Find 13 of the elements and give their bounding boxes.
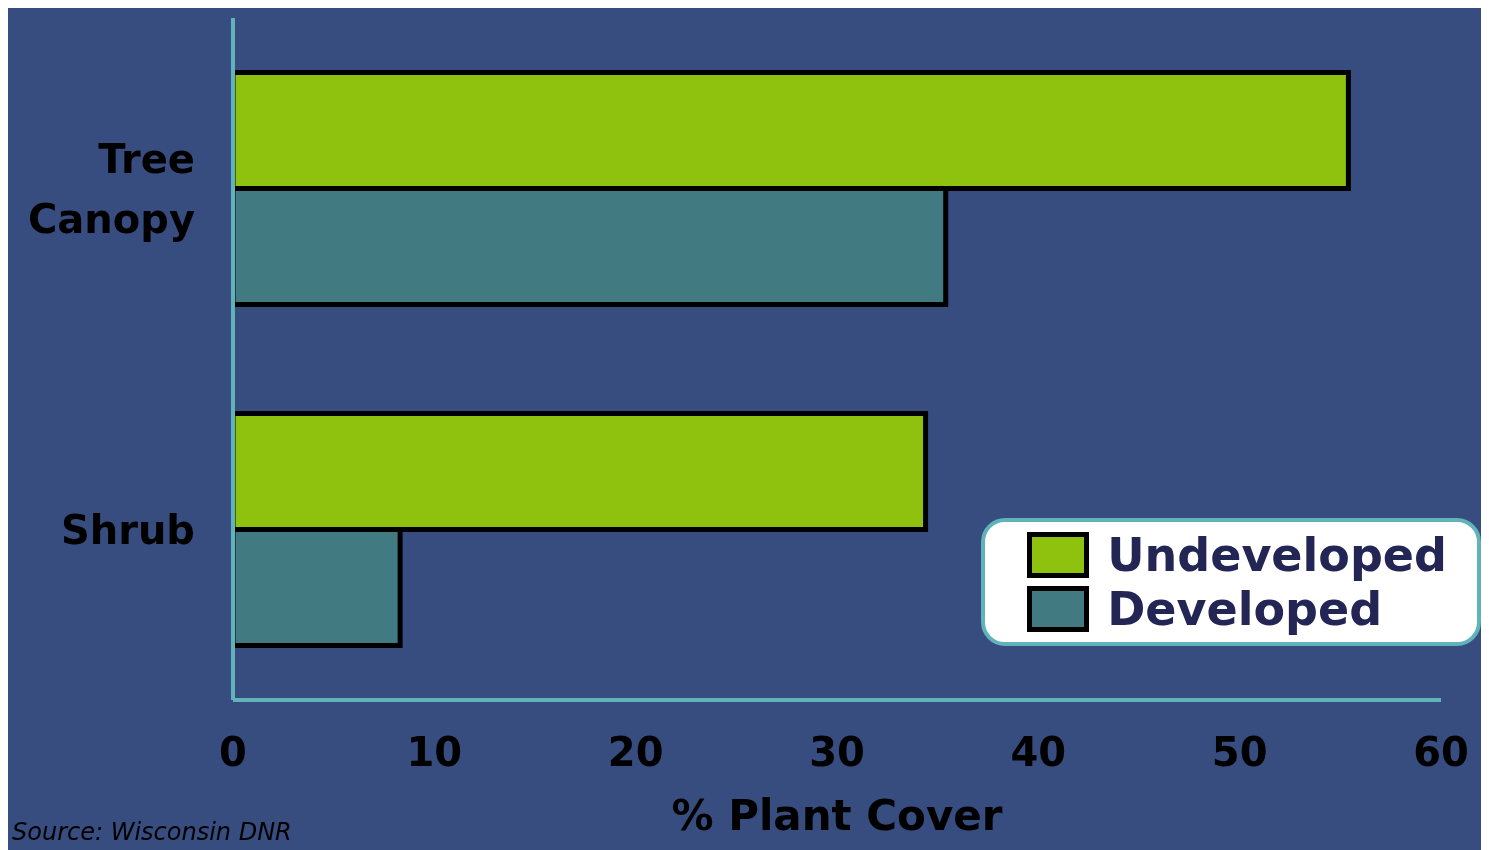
- x-tick-label: 0: [219, 729, 247, 776]
- x-tick-label: 60: [1413, 729, 1469, 776]
- y-tick-label: Shrub: [60, 506, 195, 553]
- x-tick-label: 10: [406, 729, 463, 776]
- y-tick-label: Tree Canopy: [27, 135, 195, 242]
- x-tick-label: 30: [809, 729, 865, 776]
- x-axis-title: % Plant Cover: [671, 791, 1003, 840]
- x-tick-label: 50: [1211, 729, 1268, 776]
- x-tick-label: 40: [1010, 729, 1067, 776]
- source-note: Source: Wisconsin DNR: [12, 818, 292, 846]
- x-tick-label: 20: [607, 729, 664, 776]
- legend-label: Undeveloped: [1107, 528, 1447, 582]
- legend-label: Developed: [1107, 582, 1383, 636]
